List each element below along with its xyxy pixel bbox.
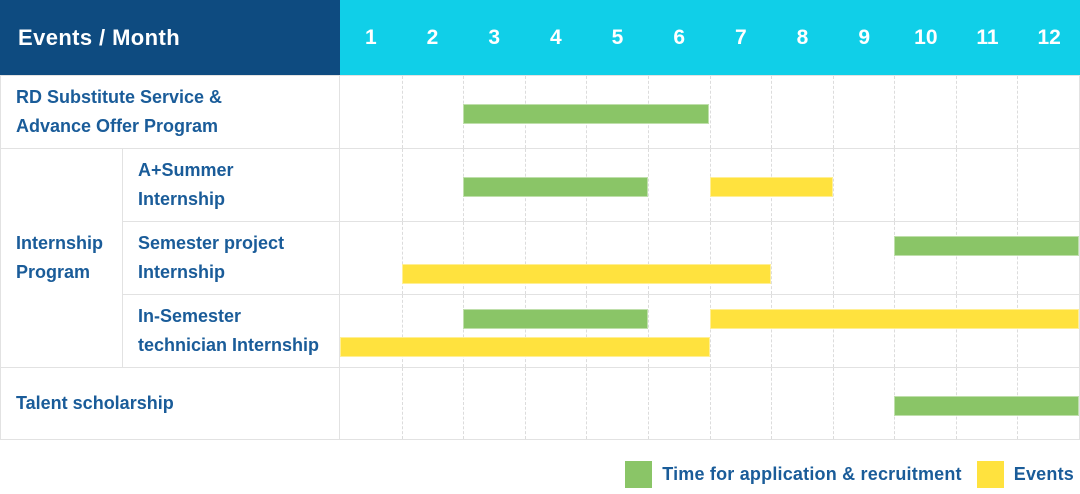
- month-gridline: [586, 295, 588, 367]
- month-gridline: [401, 149, 403, 221]
- month-gridline: [894, 76, 896, 148]
- table-header-title: Events / Month: [0, 0, 340, 75]
- month-header-11: 11: [956, 0, 1019, 75]
- timeline-row-rd-substitute-service: [340, 75, 1080, 148]
- legend-swatch-green: [625, 460, 653, 488]
- month-gridline: [832, 76, 834, 148]
- month-gridline: [401, 295, 403, 367]
- month-header-6: 6: [648, 0, 710, 75]
- month-gridline: [647, 149, 649, 221]
- month-header-3: 3: [463, 0, 525, 75]
- timeline-row-semester-project-internship: [340, 221, 1080, 294]
- month-gridline: [832, 149, 834, 221]
- month-header-8: 8: [771, 0, 834, 75]
- gantt-bar-yellow-semester-project-internship: [401, 264, 772, 284]
- month-gridline: [401, 222, 403, 294]
- legend-item-application-recruitment: Time for application & recruitment: [625, 460, 962, 488]
- row-label-semester-project-internship: Semester project Internship: [123, 221, 340, 294]
- month-gridline: [1017, 295, 1019, 367]
- gantt-bar-green-in-semester-technician-internship: [463, 309, 648, 329]
- gantt-bar-green-rd-substitute-service: [463, 104, 710, 124]
- month-gridline: [894, 295, 896, 367]
- gantt-bar-yellow-a-plus-summer-internship: [709, 177, 833, 197]
- month-gridline: [832, 222, 834, 294]
- month-gridline: [709, 76, 711, 148]
- month-gridline: [647, 368, 649, 439]
- month-gridline: [771, 368, 773, 439]
- month-gridline: [463, 295, 465, 367]
- month-gridline: [832, 368, 834, 439]
- month-gridline: [709, 368, 711, 439]
- month-gridline: [709, 295, 711, 367]
- month-gridline: [832, 295, 834, 367]
- month-gridline: [1017, 76, 1019, 148]
- month-gridline: [586, 222, 588, 294]
- month-gridline: [771, 222, 773, 294]
- row-label-a-plus-summer-internship: A+Summer Internship: [123, 148, 340, 221]
- month-gridline: [524, 295, 526, 367]
- month-gridline: [771, 295, 773, 367]
- gantt-bar-yellow-in-semester-technician-internship: [709, 309, 1079, 329]
- row-label-talent-scholarship: Talent scholarship: [0, 367, 340, 440]
- gantt-bar-green-talent-scholarship: [894, 396, 1079, 416]
- month-gridline: [463, 222, 465, 294]
- month-gridline: [524, 368, 526, 439]
- month-gridline: [955, 295, 957, 367]
- legend-label-application-recruitment: Time for application & recruitment: [662, 463, 962, 484]
- month-header-5: 5: [586, 0, 649, 75]
- month-gridline: [647, 222, 649, 294]
- row-group-label-internship-program: Internship Program: [0, 148, 123, 367]
- month-header-9: 9: [833, 0, 895, 75]
- month-gridline: [401, 368, 403, 439]
- month-gridline: [771, 76, 773, 148]
- month-gridline: [894, 149, 896, 221]
- timeline-row-a-plus-summer-internship: [340, 148, 1080, 221]
- month-gridline: [955, 76, 957, 148]
- month-gridline: [955, 149, 957, 221]
- legend-swatch-yellow: [976, 460, 1004, 488]
- month-gridline: [647, 295, 649, 367]
- row-label-in-semester-technician-internship: In-Semester technician Internship: [123, 294, 340, 367]
- month-gridline: [1017, 222, 1019, 294]
- timeline-row-talent-scholarship: [340, 367, 1080, 440]
- month-header-1: 1: [340, 0, 402, 75]
- month-gridline: [894, 222, 896, 294]
- row-label-rd-substitute-service: RD Substitute Service & Advance Offer Pr…: [0, 75, 340, 148]
- legend-item-events: Events: [976, 460, 1074, 488]
- month-gridline: [709, 222, 711, 294]
- month-header-2: 2: [401, 0, 464, 75]
- gantt-bar-green-a-plus-summer-internship: [463, 177, 648, 197]
- month-gridline: [463, 368, 465, 439]
- month-gridline: [524, 222, 526, 294]
- timeline-row-in-semester-technician-internship: [340, 294, 1080, 367]
- legend-label-events: Events: [1013, 463, 1074, 484]
- month-header-7: 7: [710, 0, 772, 75]
- month-gridline: [955, 222, 957, 294]
- month-gridline: [586, 368, 588, 439]
- month-header-12: 12: [1018, 0, 1080, 75]
- month-gridline: [401, 76, 403, 148]
- gantt-bar-green-semester-project-internship: [894, 236, 1079, 256]
- gantt-bar-yellow-in-semester-technician-internship: [340, 337, 710, 357]
- month-header-4: 4: [525, 0, 587, 75]
- month-header-10: 10: [895, 0, 957, 75]
- month-gridline: [1017, 149, 1019, 221]
- legend: Time for application & recruitment Event…: [0, 440, 1080, 494]
